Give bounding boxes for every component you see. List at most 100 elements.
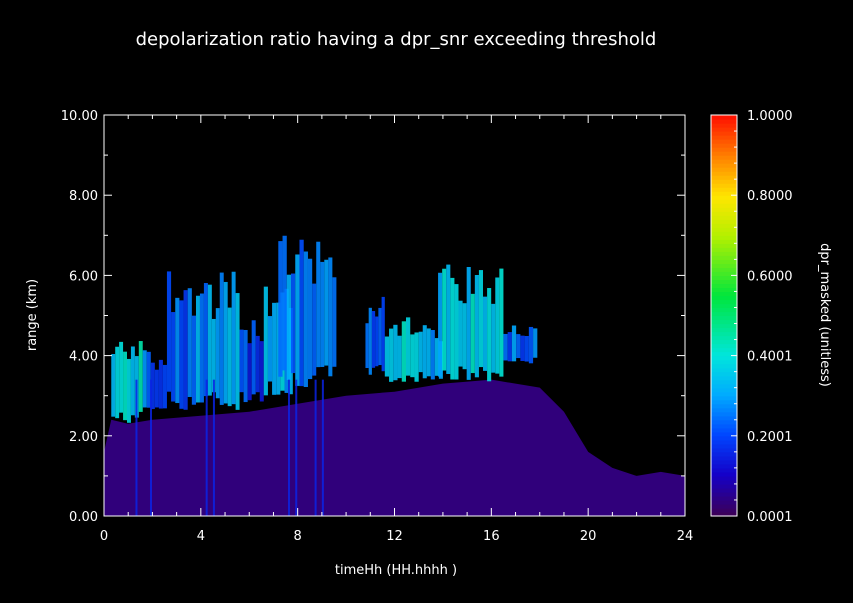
cloud-cell: [446, 264, 451, 374]
cloud-cell: [227, 307, 232, 407]
colorbar-swatch: [711, 471, 737, 477]
cloud-cell: [524, 335, 529, 362]
colorbar-tick-label: 0.6000: [747, 269, 793, 284]
colorbar-swatch: [711, 507, 737, 513]
colorbar-swatch: [711, 435, 737, 441]
x-tick-label: 20: [580, 529, 597, 544]
colorbar-swatch: [711, 455, 737, 461]
cloud-cell: [130, 346, 135, 416]
cloud-cell: [150, 362, 155, 410]
colorbar-swatch: [711, 335, 737, 341]
colorbar-swatch: [711, 387, 737, 393]
colorbar-swatch: [711, 143, 737, 148]
colorbar-swatch: [711, 367, 737, 373]
colorbar-swatch: [711, 403, 737, 409]
colorbar-tick-label: 0.2001: [747, 430, 793, 445]
colorbar-swatch: [711, 495, 737, 501]
colorbar-swatch: [711, 199, 737, 204]
axes: 0 4 8 12 16 20 24 0.00 2.00 4.00 6.00 8.00 10.00: [61, 109, 693, 544]
colorbar-swatch: [711, 167, 737, 172]
colorbar-swatch: [711, 487, 737, 493]
y-tick-label: 10.00: [61, 109, 98, 124]
cloud-feature: [166, 271, 196, 410]
colorbar-swatch: [711, 415, 737, 421]
x-tick-label: 4: [197, 529, 205, 544]
cloud-cell: [142, 350, 147, 408]
cloud-cell: [175, 297, 180, 404]
cloud-cell: [516, 334, 521, 359]
cloud-cell: [138, 341, 143, 412]
boundary-layer-area: [104, 379, 685, 516]
cloud-cell: [393, 324, 398, 381]
cloud-cell: [511, 325, 517, 362]
x-tick-label: 16: [483, 529, 500, 544]
colorbar-swatch: [711, 159, 737, 164]
cloud-cell: [211, 318, 216, 393]
cloud-cell: [466, 266, 471, 380]
colorbar-swatch: [711, 363, 737, 369]
colorbar-swatch: [711, 411, 737, 417]
cloud-cell: [255, 335, 260, 393]
cloud-feature: [438, 264, 504, 382]
colorbar-swatch: [711, 123, 737, 128]
colorbar-swatch: [711, 191, 737, 196]
cloud-cell: [454, 284, 459, 380]
cloud-cell: [478, 270, 484, 368]
colorbar-swatch: [711, 279, 737, 285]
cloud-cell: [430, 330, 435, 380]
colorbar-swatch: [711, 183, 737, 188]
colorbar-swatch: [711, 139, 737, 144]
colorbar-swatch: [711, 391, 737, 397]
cloud-cell: [324, 259, 329, 366]
cloud-cell: [312, 283, 317, 376]
cloud-cell: [401, 321, 406, 382]
plot-area: [104, 235, 685, 516]
cloud-cell: [414, 332, 419, 382]
y-tick-label: 0.00: [69, 510, 98, 525]
colorbar-tick-label: 0.4001: [747, 350, 793, 365]
colorbar-swatch: [711, 187, 737, 192]
colorbar-swatch: [711, 151, 737, 156]
cloud-cell: [368, 307, 372, 375]
cloud-cell: [332, 277, 337, 367]
y-tick-label: 2.00: [69, 430, 98, 445]
cloud-cell: [272, 302, 277, 395]
colorbar-swatch: [711, 243, 737, 248]
colorbar-swatch: [711, 423, 737, 429]
colorbar-swatch: [711, 223, 737, 228]
cloud-cell: [203, 283, 208, 397]
colorbar-swatch: [711, 463, 737, 469]
cloud-cell: [483, 296, 488, 371]
cloud-cell: [397, 335, 402, 379]
colorbar-swatch: [711, 503, 737, 509]
cloud-cell: [119, 341, 124, 413]
cloud-cell: [243, 329, 248, 403]
colorbar-swatch: [711, 215, 737, 220]
cloud-cell: [291, 273, 296, 374]
cloud-cell: [286, 274, 292, 380]
colorbar-swatch: [711, 319, 737, 325]
cloud-cell: [528, 326, 534, 364]
colorbar-swatch: [711, 115, 737, 120]
colorbar-swatch: [711, 443, 737, 449]
colorbar-swatch: [711, 467, 737, 473]
cloud-cell: [219, 272, 224, 405]
colorbar-swatch: [711, 327, 737, 333]
cloud-cell: [371, 311, 376, 368]
colorbar-swatch: [711, 375, 737, 381]
cloud-cell: [316, 241, 321, 368]
cloud-cell: [115, 346, 120, 419]
colorbar-swatch: [711, 203, 737, 208]
x-tick-label: 24: [677, 529, 694, 544]
colorbar-swatch: [711, 135, 737, 140]
vertical-streak: [149, 379, 152, 516]
x-axis-label: timeHh (HH.hhhh ): [335, 563, 457, 578]
cloud-cell: [434, 338, 439, 376]
cloud-cell: [458, 300, 463, 367]
colorbar-swatch: [711, 383, 737, 389]
vertical-streak: [321, 379, 324, 516]
colorbar-swatch: [711, 227, 737, 232]
colorbar-tick-label: 0.8000: [747, 189, 793, 204]
cloud-cell: [267, 316, 273, 382]
cloud-cell: [126, 358, 131, 423]
